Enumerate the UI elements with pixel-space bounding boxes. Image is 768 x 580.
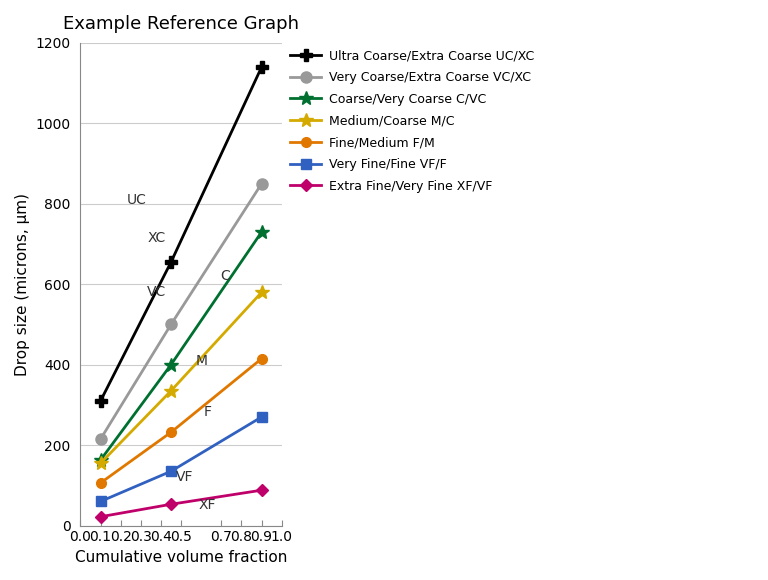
Fine/Medium F/M (167, 429, 176, 436)
Line: Coarse/Very Coarse C/VC: Coarse/Very Coarse C/VC (94, 225, 269, 467)
Text: F: F (204, 405, 211, 419)
Line: Extra Fine/Very Fine XF/VF: Extra Fine/Very Fine XF/VF (96, 486, 266, 521)
Fine/Medium F/M (96, 480, 105, 487)
Y-axis label: Drop size (microns, μm): Drop size (microns, μm) (15, 193, 30, 376)
Coarse/Very Coarse C/VC (96, 456, 105, 463)
X-axis label: Cumulative volume fraction: Cumulative volume fraction (75, 550, 287, 565)
Text: VC: VC (147, 285, 167, 299)
Text: C: C (220, 269, 230, 283)
Line: Very Fine/Fine VF/F: Very Fine/Fine VF/F (96, 412, 266, 506)
Extra Fine/Very Fine XF/VF (96, 513, 105, 520)
Text: M: M (195, 354, 207, 368)
Very Fine/Fine VF/F (96, 498, 105, 505)
Very Coarse/Extra Coarse VC/XC (257, 180, 266, 187)
Very Fine/Fine VF/F (167, 468, 176, 475)
Medium/Coarse M/C (96, 460, 105, 467)
Text: VF: VF (177, 470, 194, 484)
Ultra Coarse/Extra Coarse UC/XC (257, 64, 266, 71)
Text: UC: UC (127, 193, 147, 206)
Line: Very Coarse/Extra Coarse VC/XC: Very Coarse/Extra Coarse VC/XC (95, 178, 267, 445)
Line: Medium/Coarse M/C: Medium/Coarse M/C (94, 285, 269, 470)
Extra Fine/Very Fine XF/VF (167, 501, 176, 508)
Very Fine/Fine VF/F (257, 414, 266, 420)
Line: Fine/Medium F/M: Fine/Medium F/M (96, 354, 266, 488)
Coarse/Very Coarse C/VC (257, 229, 266, 235)
Medium/Coarse M/C (257, 289, 266, 296)
Ultra Coarse/Extra Coarse UC/XC (167, 259, 176, 266)
Extra Fine/Very Fine XF/VF (257, 487, 266, 494)
Fine/Medium F/M (257, 355, 266, 362)
Title: Example Reference Graph: Example Reference Graph (63, 15, 299, 33)
Coarse/Very Coarse C/VC (167, 361, 176, 368)
Very Coarse/Extra Coarse VC/XC (167, 321, 176, 328)
Legend: Ultra Coarse/Extra Coarse UC/XC, Very Coarse/Extra Coarse VC/XC, Coarse/Very Coa: Ultra Coarse/Extra Coarse UC/XC, Very Co… (290, 49, 534, 193)
Medium/Coarse M/C (167, 387, 176, 394)
Line: Ultra Coarse/Extra Coarse UC/XC: Ultra Coarse/Extra Coarse UC/XC (95, 61, 267, 407)
Very Coarse/Extra Coarse VC/XC (96, 436, 105, 443)
Text: XC: XC (147, 231, 166, 245)
Text: XF: XF (198, 498, 216, 512)
Ultra Coarse/Extra Coarse UC/XC (96, 397, 105, 404)
